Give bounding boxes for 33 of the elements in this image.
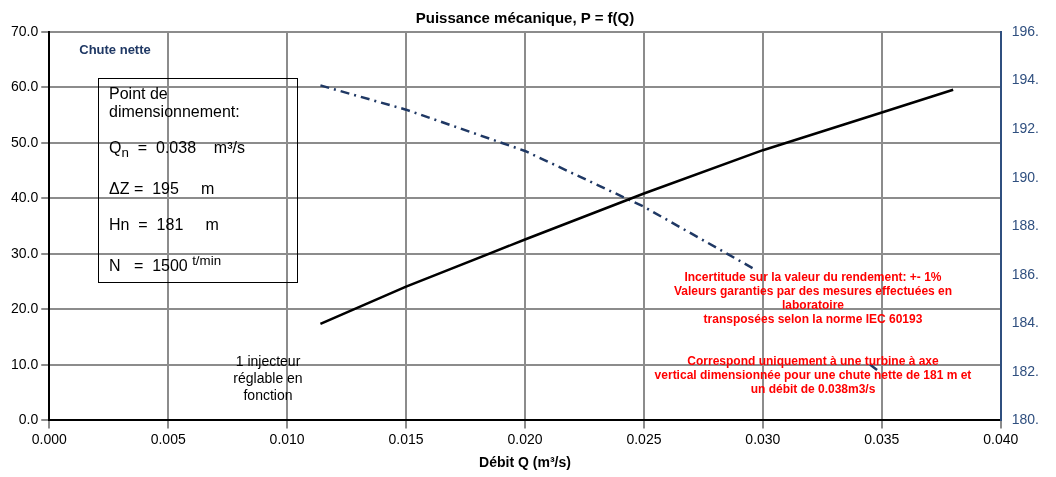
y-tick-label: 40.0 xyxy=(11,189,39,206)
x-tick-label: 0.010 xyxy=(269,430,305,447)
x-tick-label: 0.005 xyxy=(150,430,186,447)
y2-tick-label: 184. xyxy=(1011,314,1039,331)
y2-tick-label: 196. xyxy=(1011,22,1039,39)
text: Point de dimensionnement: Q$_{n}$ = 0.038 m³/s ΔZ = 195 m Hn = 181 m N = 1500 $^{t/min}$ xyxy=(109,85,245,275)
annotation: Incertitude sur la valeur du rendement: +- 1% Valeurs garanties par des mesures effectuées en laboratoire transposées selon la norme IEC 60193 xyxy=(672,270,954,326)
y2-tick-label: 186. xyxy=(1011,265,1039,282)
text: Chute nette xyxy=(79,42,151,58)
chart-title: Puissance mécanique, P = f(Q) xyxy=(415,9,635,27)
y2-tick-label: 192. xyxy=(1011,119,1039,136)
x-tick-label: 0.025 xyxy=(626,430,662,447)
y-tick-label: 50.0 xyxy=(11,133,39,150)
x-axis-title: Débit Q (m³/s) xyxy=(479,454,571,471)
y2-tick-label: 182. xyxy=(1011,362,1039,379)
y2-tick-label: 194. xyxy=(1011,71,1039,88)
annotation: Correspond uniquement à une turbine à axe vertical dimensionnée pour une chute nette de 181 m et un débit de 0.038m3/s xyxy=(653,354,973,396)
x-tick-label: 0.020 xyxy=(507,430,543,447)
y-tick-label: 70.0 xyxy=(11,22,39,39)
x-tick-label: 0.015 xyxy=(388,430,424,447)
y2-tick-label: 180. xyxy=(1011,411,1039,428)
x-tick-label: 0.040 xyxy=(983,430,1019,447)
y-tick-label: 30.0 xyxy=(11,244,39,261)
y-tick-label: 20.0 xyxy=(11,300,39,317)
x-tick-label: 0.030 xyxy=(745,430,781,447)
y-tick-label: 10.0 xyxy=(11,355,39,372)
y-tick-label: 60.0 xyxy=(11,78,39,95)
x-tick-label: 0.035 xyxy=(864,430,900,447)
x-tick-label: 0.000 xyxy=(31,430,67,447)
y2-tick-label: 188. xyxy=(1011,217,1039,234)
y-tick-label: 0.0 xyxy=(18,411,39,428)
y2-tick-label: 190. xyxy=(1011,168,1039,185)
annotation: 1 injecteur réglable en fonction xyxy=(232,353,304,404)
